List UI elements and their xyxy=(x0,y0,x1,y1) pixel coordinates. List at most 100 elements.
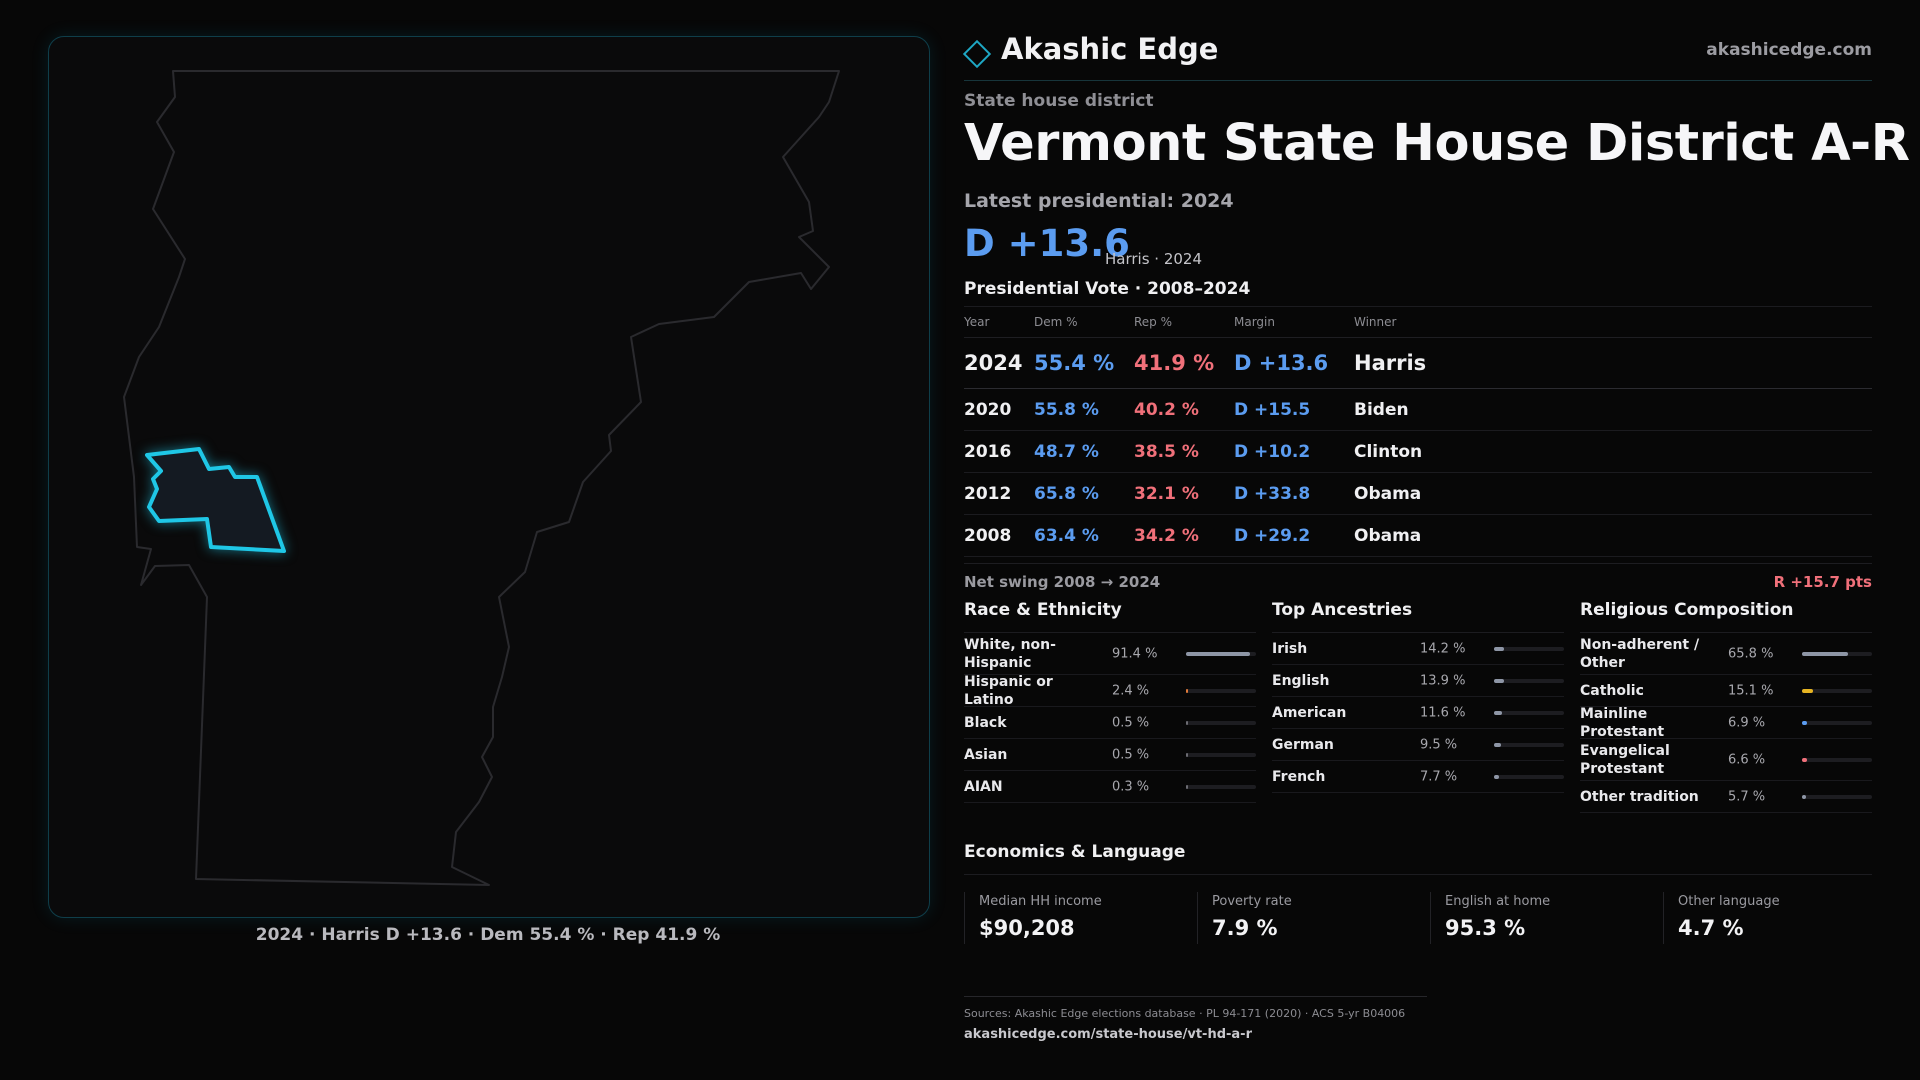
row-winner: Harris xyxy=(1354,351,1427,375)
row-margin: D +13.6 xyxy=(1234,351,1329,375)
share-bar-track xyxy=(1186,688,1256,693)
share-bar-fill xyxy=(1802,651,1849,656)
item-value: 0.5 % xyxy=(1112,715,1150,730)
item-value: 6.6 % xyxy=(1728,752,1766,767)
item-label: Other tradition xyxy=(1580,788,1699,805)
row-dem-share: 55.8 % xyxy=(1034,399,1099,420)
row-winner: Clinton xyxy=(1354,441,1423,462)
item-label: Black xyxy=(964,714,1007,731)
stat-card: Poverty rate 7.9 % xyxy=(1197,892,1398,944)
share-bar-fill xyxy=(1186,720,1188,725)
share-bar-fill xyxy=(1186,784,1188,789)
table-header-row: Year Dem % Rep % Margin Winner xyxy=(964,307,1872,338)
share-bar-track xyxy=(1186,651,1256,656)
table-row: 2024 55.4 % 41.9 % D +13.6 Harris xyxy=(964,338,1872,389)
presidential-vote-title: Presidential Vote · 2008–2024 xyxy=(964,279,1251,299)
item-value: 0.3 % xyxy=(1112,779,1150,794)
column-header-dem: Dem % xyxy=(1034,315,1078,329)
share-bar-track xyxy=(1186,752,1256,757)
row-rep-share: 38.5 % xyxy=(1134,441,1199,462)
item-label: French xyxy=(1272,768,1326,785)
stat-value: 7.9 % xyxy=(1212,916,1278,940)
row-year: 2024 xyxy=(964,351,1023,375)
row-margin: D +10.2 xyxy=(1234,441,1311,462)
share-bar-fill xyxy=(1802,688,1813,693)
row-year: 2012 xyxy=(964,483,1012,504)
ancestries-section: Top Ancestries Irish 14.2 % English 13.9… xyxy=(1272,600,1564,793)
share-bar-fill xyxy=(1186,752,1188,757)
item-value: 15.1 % xyxy=(1728,683,1774,698)
race-ethnicity-title: Race & Ethnicity xyxy=(964,600,1256,633)
row-year: 2016 xyxy=(964,441,1012,462)
race-ethnicity-section: Race & Ethnicity White, non-Hispanic 91.… xyxy=(964,600,1256,803)
item-value: 11.6 % xyxy=(1420,705,1466,720)
share-bar-track xyxy=(1494,678,1564,683)
item-value: 65.8 % xyxy=(1728,646,1774,661)
share-bar-track xyxy=(1494,710,1564,715)
vermont-outline xyxy=(123,70,840,886)
district-a-r-highlight[interactable] xyxy=(145,447,286,553)
list-item: Asian 0.5 % xyxy=(964,739,1256,771)
share-bar-fill xyxy=(1494,710,1503,715)
list-item: German 9.5 % xyxy=(1272,729,1564,761)
list-item: French 7.7 % xyxy=(1272,761,1564,793)
page-url-link[interactable]: akashicedge.com/state-house/vt-hd-a-r xyxy=(964,1027,1252,1042)
presidential-vote-table: Year Dem % Rep % Margin Winner 2024 55.4… xyxy=(964,306,1872,557)
list-item: White, non-Hispanic 91.4 % xyxy=(964,633,1256,675)
share-bar-track xyxy=(1802,688,1872,693)
share-bar-track xyxy=(1494,742,1564,747)
stat-label: Median HH income xyxy=(979,894,1102,909)
item-label: English xyxy=(1272,672,1330,689)
stat-value: 4.7 % xyxy=(1678,916,1744,940)
brand-url[interactable]: akashicedge.com xyxy=(1706,40,1872,60)
row-dem-share: 63.4 % xyxy=(1034,525,1099,546)
religion-section: Religious Composition Non-adherent / Oth… xyxy=(1580,600,1872,813)
diamond-icon xyxy=(962,39,992,69)
share-bar-fill xyxy=(1494,678,1504,683)
list-item: Mainline Protestant 6.9 % xyxy=(1580,706,1872,740)
item-value: 0.5 % xyxy=(1112,747,1150,762)
state-map[interactable] xyxy=(49,37,929,917)
item-label: Catholic xyxy=(1580,682,1644,699)
column-header-winner: Winner xyxy=(1354,315,1397,329)
map-panel[interactable] xyxy=(48,36,930,918)
economics-title: Economics & Language xyxy=(964,842,1872,875)
share-bar-fill xyxy=(1494,646,1504,651)
list-item: Catholic 15.1 % xyxy=(1580,675,1872,707)
list-item: Other tradition 5.7 % xyxy=(1580,781,1872,813)
item-label: AIAN xyxy=(964,778,1003,795)
stat-card: Other language 4.7 % xyxy=(1663,892,1864,944)
item-value: 14.2 % xyxy=(1420,641,1466,656)
item-value: 13.9 % xyxy=(1420,673,1466,688)
list-item: Hispanic or Latino 2.4 % xyxy=(964,674,1256,708)
share-bar-fill xyxy=(1494,742,1501,747)
item-label: White, non-Hispanic xyxy=(964,636,1056,671)
table-row: 2020 55.8 % 40.2 % D +15.5 Biden xyxy=(964,389,1872,431)
table-row: 2016 48.7 % 38.5 % D +10.2 Clinton xyxy=(964,431,1872,473)
row-rep-share: 34.2 % xyxy=(1134,525,1199,546)
share-bar-track xyxy=(1494,774,1564,779)
map-caption: 2024 · Harris D +13.6 · Dem 55.4 % · Rep… xyxy=(255,925,721,945)
list-item: AIAN 0.3 % xyxy=(964,771,1256,803)
stat-card: Median HH income $90,208 xyxy=(964,892,1165,944)
item-value: 91.4 % xyxy=(1112,646,1158,661)
net-swing-label: Net swing 2008 → 2024 xyxy=(964,573,1161,591)
ancestries-title: Top Ancestries xyxy=(1272,600,1564,633)
net-swing-row: Net swing 2008 → 2024 R +15.7 pts xyxy=(964,563,1872,594)
row-dem-share: 48.7 % xyxy=(1034,441,1099,462)
economics-cards: Median HH income $90,208 Poverty rate 7.… xyxy=(964,892,1872,944)
item-label: American xyxy=(1272,704,1347,721)
item-value: 7.7 % xyxy=(1420,769,1458,784)
item-label: German xyxy=(1272,736,1334,753)
list-item: English 13.9 % xyxy=(1272,665,1564,697)
column-header-rep: Rep % xyxy=(1134,315,1173,329)
row-rep-share: 40.2 % xyxy=(1134,399,1199,420)
latest-presidential-label: Latest presidential: 2024 xyxy=(964,190,1234,212)
footer: Sources: Akashic Edge elections database… xyxy=(964,996,1427,1042)
item-value: 2.4 % xyxy=(1112,683,1150,698)
list-item: Black 0.5 % xyxy=(964,707,1256,739)
share-bar-track xyxy=(1802,720,1872,725)
row-margin: D +33.8 xyxy=(1234,483,1311,504)
row-dem-share: 65.8 % xyxy=(1034,483,1099,504)
latest-margin-subtitle: Harris · 2024 xyxy=(1105,250,1203,268)
